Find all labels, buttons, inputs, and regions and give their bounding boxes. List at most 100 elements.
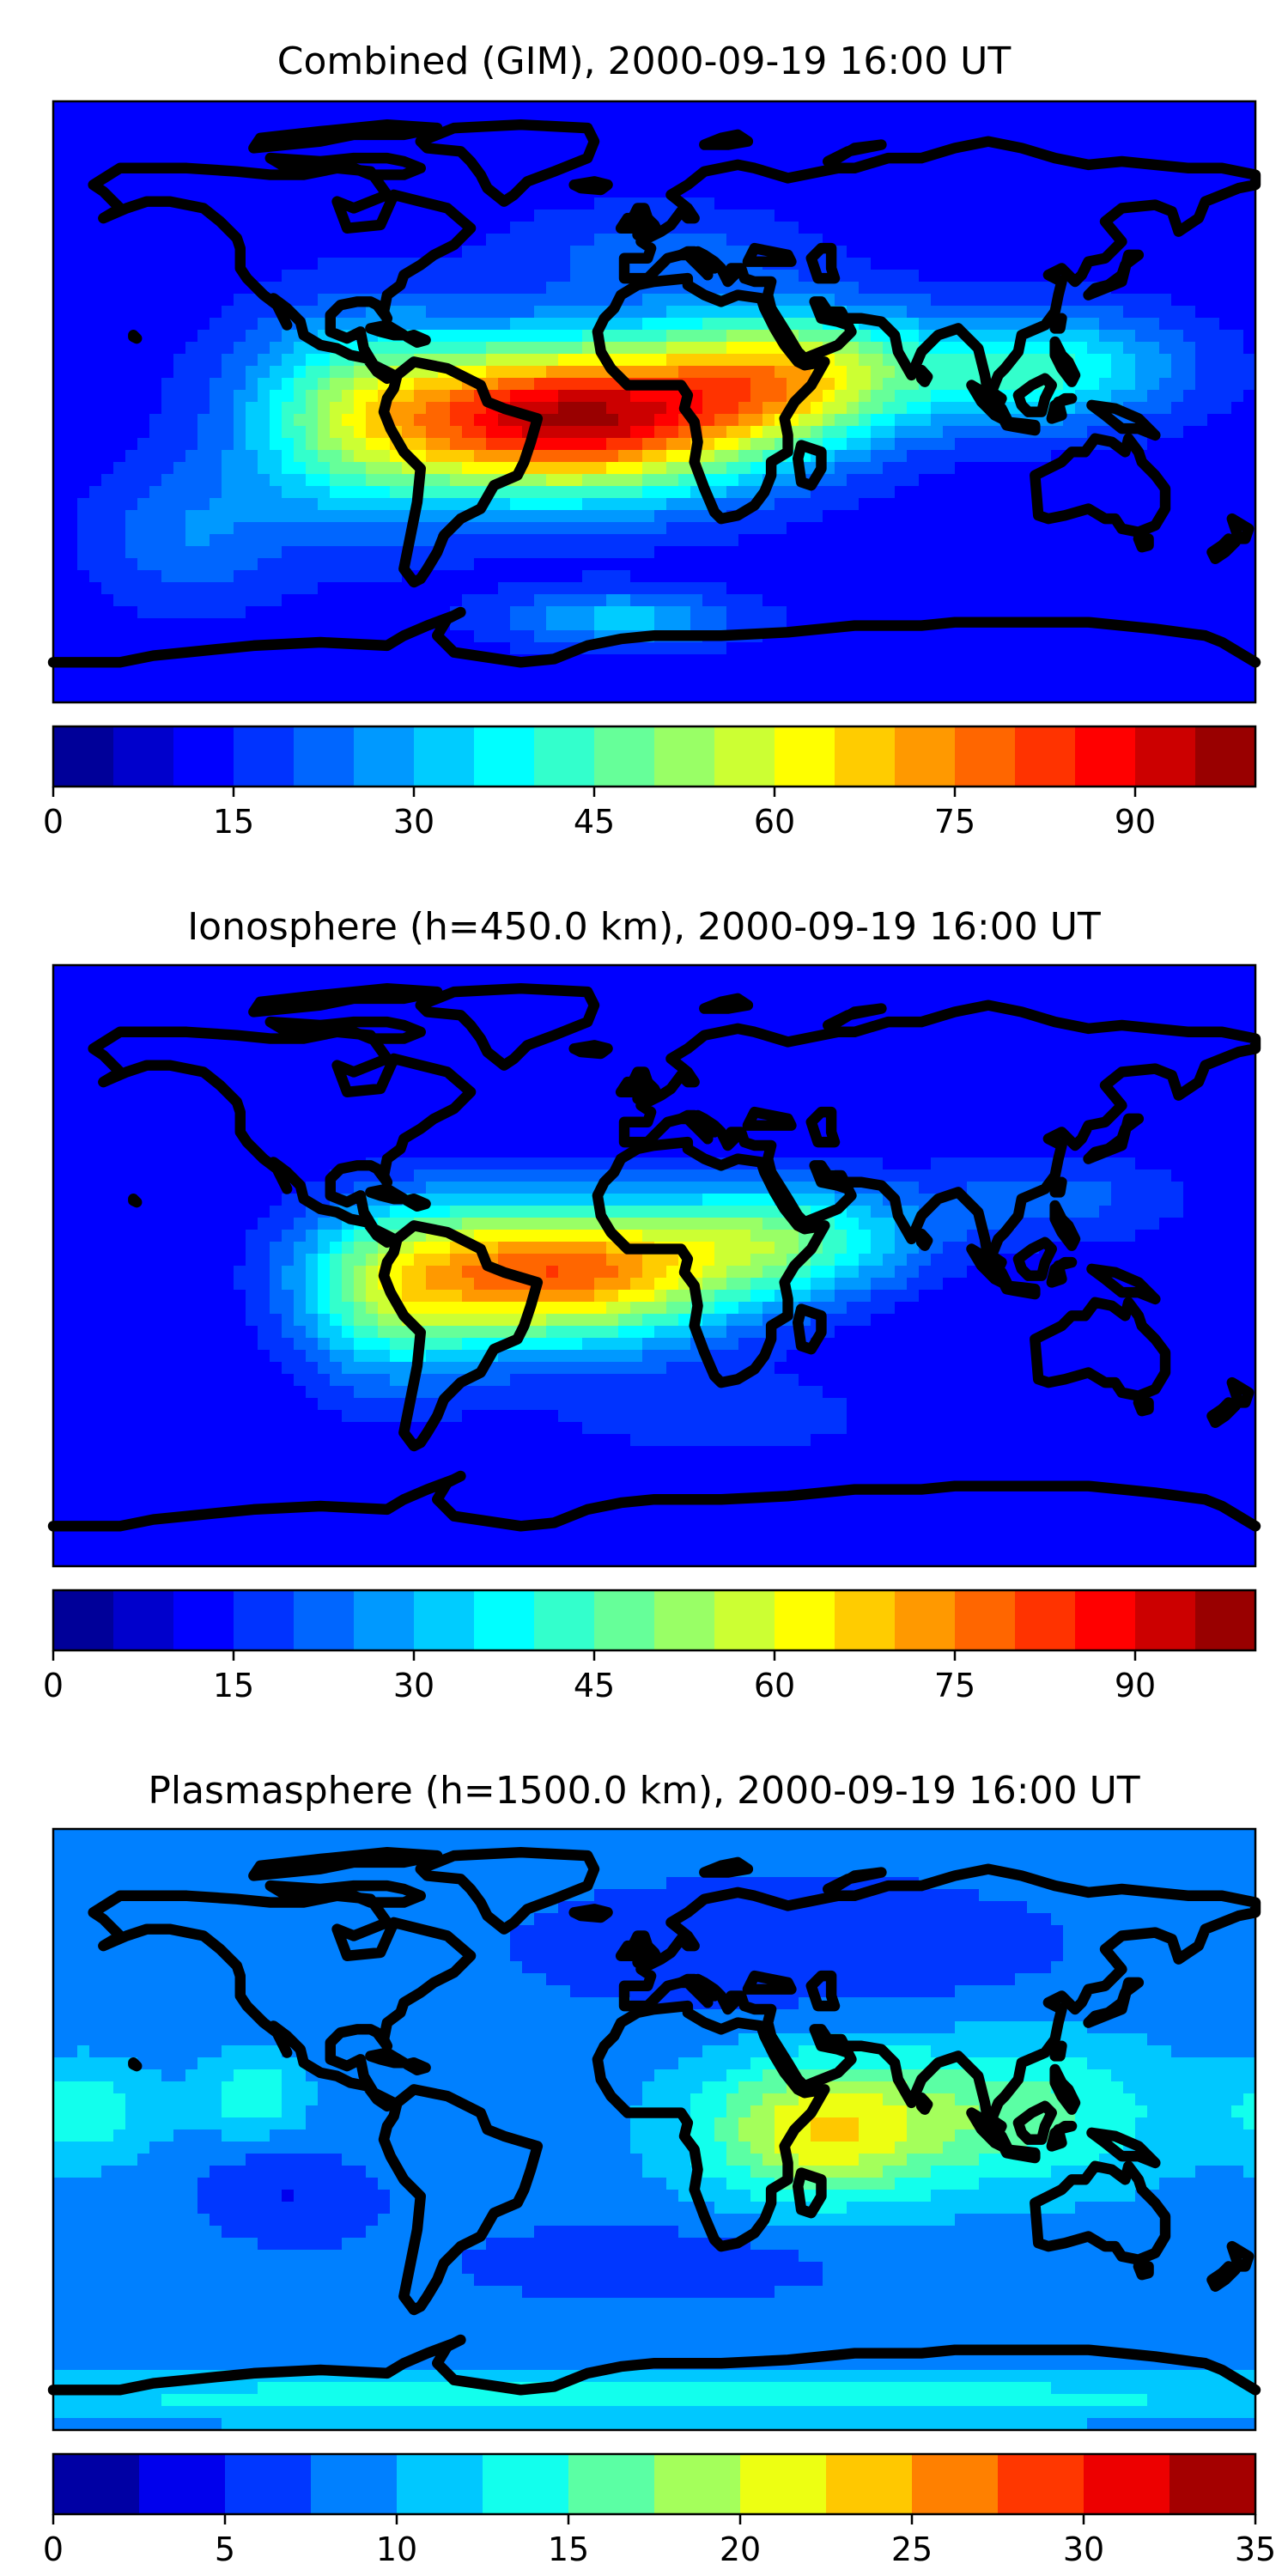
field-cell (354, 450, 367, 463)
field-cell (847, 510, 860, 523)
field-cell (919, 161, 932, 174)
field-cell (1147, 690, 1160, 703)
field-cell (618, 474, 631, 487)
field-cell (907, 570, 920, 583)
field-cell (1003, 522, 1016, 535)
field-cell (234, 474, 246, 487)
field-cell (306, 270, 319, 283)
field-cell (306, 618, 319, 631)
field-cell (859, 378, 872, 391)
field-cell (871, 282, 884, 295)
field-cell (546, 342, 559, 355)
field-cell (1159, 450, 1172, 463)
field-cell (270, 486, 283, 499)
field-cell (546, 210, 559, 222)
field-cell (462, 294, 475, 307)
field-cell (149, 354, 162, 367)
field-cell (390, 498, 403, 511)
field-cell (53, 462, 66, 475)
field-cell (294, 546, 307, 559)
field-cell (270, 474, 283, 487)
field-cell (402, 306, 415, 319)
field-cell (450, 558, 463, 571)
field-cell (594, 414, 607, 427)
field-cell (1099, 390, 1112, 403)
field-cell (630, 149, 643, 162)
field-cell (799, 426, 811, 439)
field-cell (919, 258, 932, 270)
field-cell (787, 594, 799, 607)
field-cell (498, 522, 511, 535)
field-cell (762, 522, 775, 535)
field-cell (943, 438, 956, 451)
field-cell (702, 678, 715, 691)
field-cell (450, 282, 463, 295)
field-cell (89, 630, 102, 643)
field-cell (1063, 654, 1076, 667)
field-cell (907, 161, 920, 174)
field-cell (1099, 690, 1112, 703)
field-cell (210, 354, 222, 367)
field-cell (883, 630, 896, 643)
field-cell (642, 486, 655, 499)
field-cell (1207, 234, 1220, 246)
field-cell (931, 666, 944, 679)
field-cell (967, 510, 980, 523)
field-cell (65, 486, 78, 499)
field-cell (570, 558, 583, 571)
field-cell (185, 149, 198, 162)
field-cell (630, 354, 643, 367)
field-cell (77, 462, 90, 475)
field-cell (991, 582, 1004, 595)
field-cell (185, 222, 198, 234)
field-cell (1099, 197, 1112, 210)
field-cell (510, 294, 523, 307)
field-cell (210, 113, 222, 126)
field-cell (161, 594, 174, 607)
field-cell (871, 342, 884, 355)
field-cell (618, 546, 631, 559)
field-cell (306, 450, 319, 463)
field-cell (77, 486, 90, 499)
field-cell (907, 270, 920, 283)
field-cell (1171, 330, 1184, 343)
field-cell (1027, 125, 1040, 138)
field-cell (234, 690, 246, 703)
field-cell (738, 354, 751, 367)
field-cell (1219, 498, 1232, 511)
field-cell (438, 486, 451, 499)
field-cell (234, 306, 246, 319)
field-cell (714, 366, 727, 379)
field-cell (1243, 570, 1256, 583)
field-cell (847, 414, 860, 427)
field-cell (835, 378, 848, 391)
field-cell (666, 558, 679, 571)
field-cell (414, 378, 427, 391)
field-cell (113, 366, 126, 379)
field-cell (366, 390, 379, 403)
field-cell (89, 438, 102, 451)
field-cell (811, 546, 823, 559)
field-cell (113, 282, 126, 295)
field-cell (522, 618, 535, 631)
field-cell (1039, 330, 1052, 343)
field-cell (991, 173, 1004, 186)
field-cell (53, 197, 66, 210)
field-cell (606, 522, 619, 535)
field-cell (1195, 258, 1208, 270)
field-cell (931, 570, 944, 583)
field-cell (1243, 234, 1256, 246)
field-cell (931, 354, 944, 367)
field-cell (594, 282, 607, 295)
field-cell (534, 546, 547, 559)
field-cell (1219, 173, 1232, 186)
field-cell (89, 366, 102, 379)
field-cell (618, 125, 631, 138)
field-cell (775, 210, 787, 222)
field-cell (558, 222, 571, 234)
field-cell (847, 642, 860, 655)
field-cell (991, 354, 1004, 367)
field-cell (149, 426, 162, 439)
field-cell (1087, 366, 1100, 379)
field-cell (835, 558, 848, 571)
